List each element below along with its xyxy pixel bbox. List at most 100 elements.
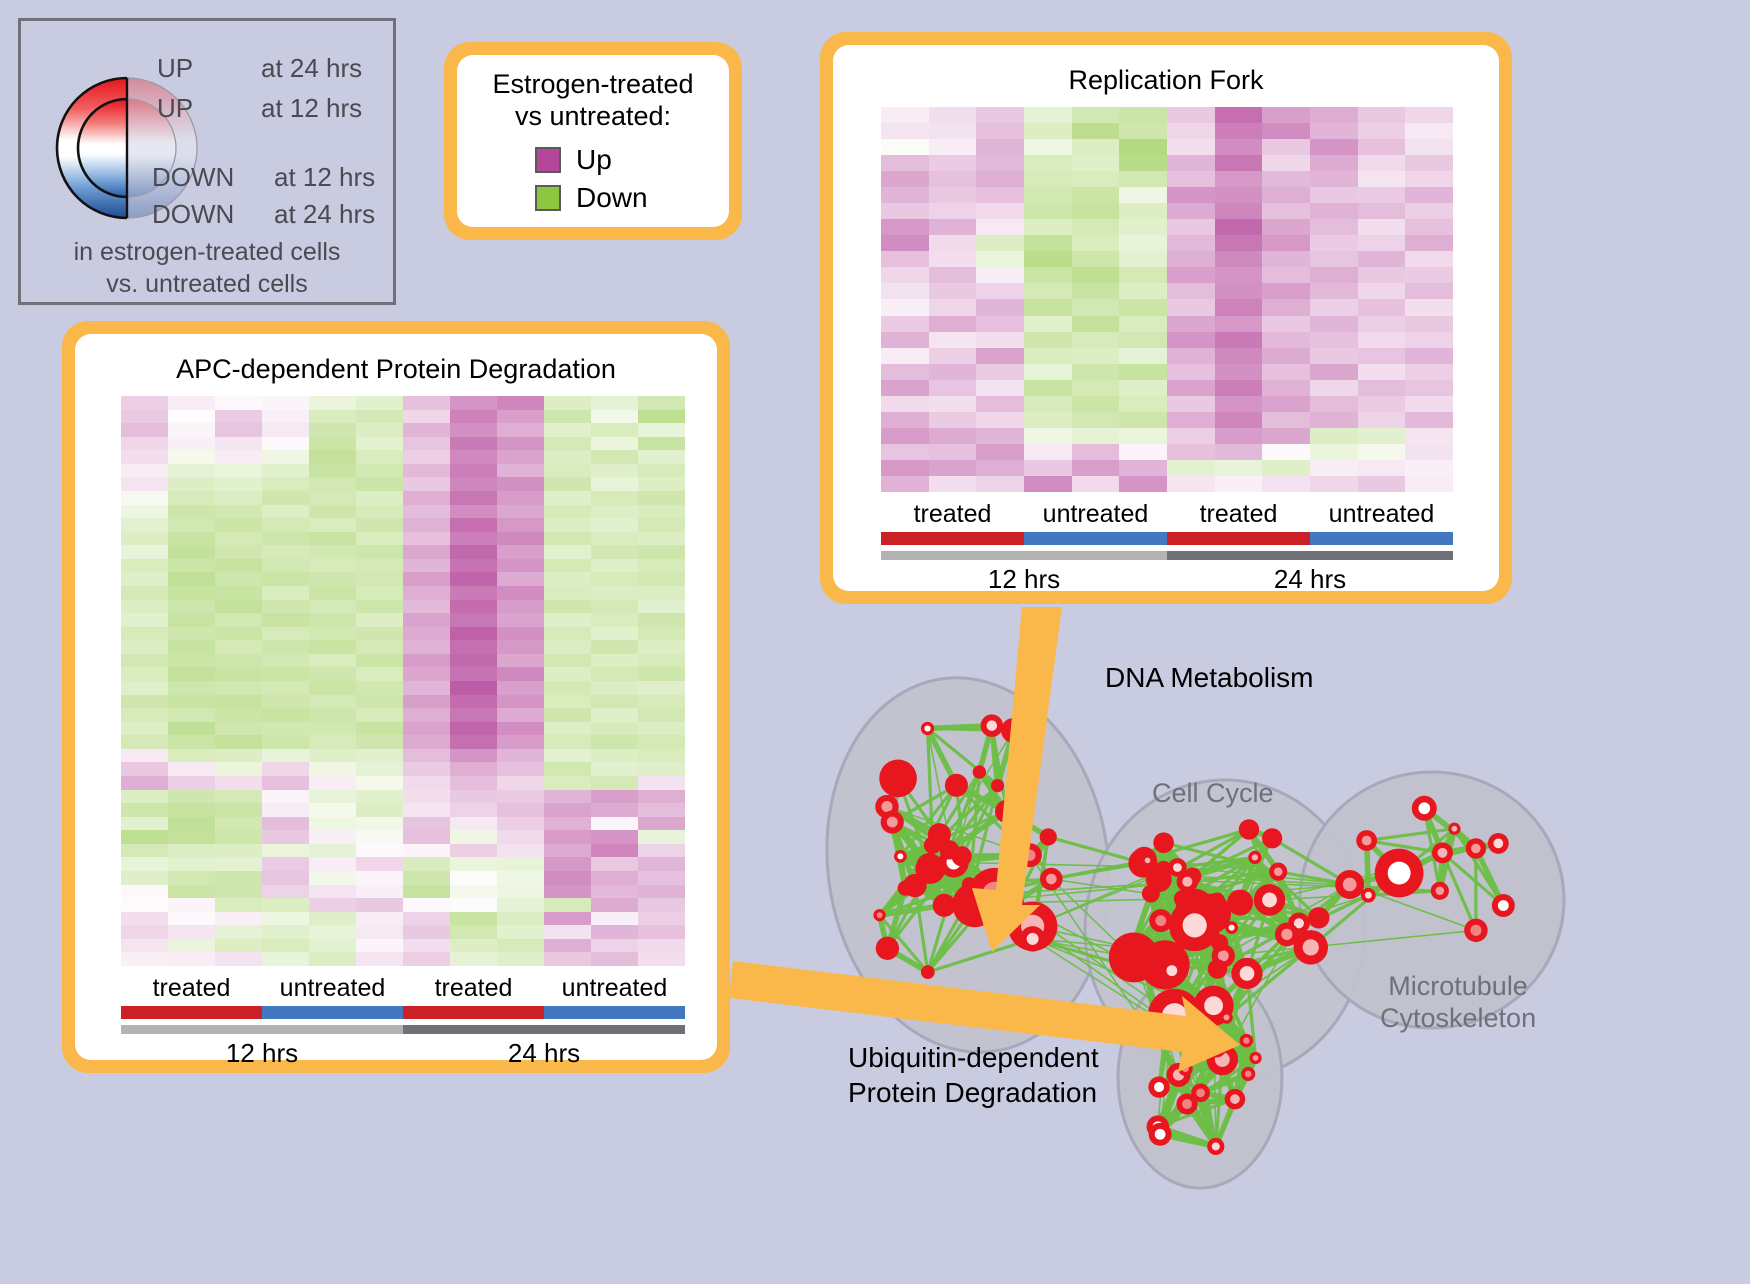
heatmap-cell	[356, 830, 403, 844]
heatmap-cell	[168, 803, 215, 817]
heatmap-cell	[262, 925, 309, 939]
network-node-core	[1418, 802, 1430, 814]
heatmap-cell	[1215, 139, 1263, 155]
heatmap-cell	[544, 572, 591, 586]
heatmap-cell	[121, 871, 168, 885]
network-node	[995, 800, 1018, 823]
heatmap-cell	[356, 803, 403, 817]
heatmap-cell	[1119, 219, 1167, 235]
heatmap-cell	[497, 722, 544, 736]
heatmap-cell	[215, 844, 262, 858]
heatmap-cell	[881, 444, 929, 460]
heatmap-cell	[403, 600, 450, 614]
heatmap-cell	[403, 505, 450, 519]
heatmap-cell	[1167, 299, 1215, 315]
updown-key-heading-line2: vs untreated:	[457, 101, 729, 133]
heatmap-cell	[976, 299, 1024, 315]
network-node-core	[1245, 1071, 1252, 1078]
heatmap-cell	[121, 667, 168, 681]
heatmap-cell	[356, 423, 403, 437]
heatmap-cell	[1024, 299, 1072, 315]
heatmap-cell	[638, 790, 685, 804]
heatmap-cell	[262, 939, 309, 953]
network-node	[898, 881, 913, 896]
network-node-core	[1189, 1020, 1200, 1031]
heatmap-cell	[638, 613, 685, 627]
heatmap-cell	[591, 912, 638, 926]
heatmap-cell	[168, 410, 215, 424]
network-node-core	[1365, 892, 1372, 899]
heatmap-cell	[1310, 380, 1358, 396]
heatmap-cell	[1024, 348, 1072, 364]
heatmap-cell	[497, 532, 544, 546]
heatmap-cell	[638, 830, 685, 844]
heatmap-cell	[1310, 316, 1358, 332]
time-label-12hrs: 12 hrs	[881, 564, 1167, 595]
heatmap-cell	[121, 857, 168, 871]
heatmap-cell	[215, 518, 262, 532]
heatmap-cell	[976, 476, 1024, 492]
heatmap-cell	[591, 749, 638, 763]
heatmap-cell	[1405, 396, 1453, 412]
heatmap-cell	[976, 267, 1024, 283]
group-label-3: untreated	[544, 974, 685, 1003]
heatmap-cell	[450, 722, 497, 736]
heatmap-cell	[1024, 332, 1072, 348]
heatmap-cell	[403, 857, 450, 871]
heatmap-cell	[638, 912, 685, 926]
group-label-1: untreated	[262, 974, 403, 1003]
heatmap-cell	[309, 559, 356, 573]
heatmap-cell	[1262, 364, 1310, 380]
heatmap-cell	[450, 925, 497, 939]
heatmap-cell	[544, 600, 591, 614]
apc-panel: APC-dependent Protein Degradation treate…	[62, 321, 730, 1073]
network-node-core	[1240, 966, 1255, 981]
heatmap-cell	[591, 885, 638, 899]
network-node	[1001, 718, 1026, 743]
heatmap-cell	[976, 219, 1024, 235]
heatmap-cell	[881, 267, 929, 283]
heatmap-cell	[215, 803, 262, 817]
legend-footer-line1: in estrogen-treated cells	[21, 236, 393, 268]
heatmap-cell	[1167, 428, 1215, 444]
heatmap-cell	[638, 776, 685, 790]
heatmap-cell	[544, 939, 591, 953]
heatmap-cell	[1405, 412, 1453, 428]
heatmap-cell	[450, 885, 497, 899]
heatmap-cell	[1358, 187, 1406, 203]
network-node-core	[987, 720, 998, 731]
heatmap-cell	[1310, 283, 1358, 299]
heatmap-cell	[450, 708, 497, 722]
heatmap-cell	[638, 708, 685, 722]
heatmap-cell	[591, 410, 638, 424]
network-node-core	[1243, 1037, 1249, 1043]
apc-treatment-bar	[121, 1006, 685, 1019]
heatmap-cell	[976, 348, 1024, 364]
heatmap-cell	[638, 898, 685, 912]
heatmap-cell	[356, 817, 403, 831]
heatmap-cell	[497, 817, 544, 831]
heatmap-cell	[929, 187, 977, 203]
heatmap-cell	[638, 559, 685, 573]
heatmap-cell	[1024, 316, 1072, 332]
heatmap-cell	[215, 830, 262, 844]
network-node-core	[1223, 1014, 1229, 1020]
heatmap-cell	[309, 790, 356, 804]
heatmap-cell	[1262, 476, 1310, 492]
heatmap-cell	[356, 925, 403, 939]
heatmap-cell	[215, 925, 262, 939]
heatmap-cell	[356, 912, 403, 926]
heatmap-cell	[1310, 123, 1358, 139]
heatmap-cell	[262, 410, 309, 424]
heatmap-cell	[356, 464, 403, 478]
legend-row-0-value: UP	[157, 53, 193, 84]
heatmap-cell	[356, 708, 403, 722]
heatmap-cell	[1262, 283, 1310, 299]
heatmap-cell	[1262, 380, 1310, 396]
heatmap-cell	[121, 505, 168, 519]
heatmap-cell	[1072, 332, 1120, 348]
heatmap-cell	[1072, 107, 1120, 123]
heatmap-cell	[929, 428, 977, 444]
heatmap-cell	[929, 203, 977, 219]
heatmap-cell	[403, 667, 450, 681]
